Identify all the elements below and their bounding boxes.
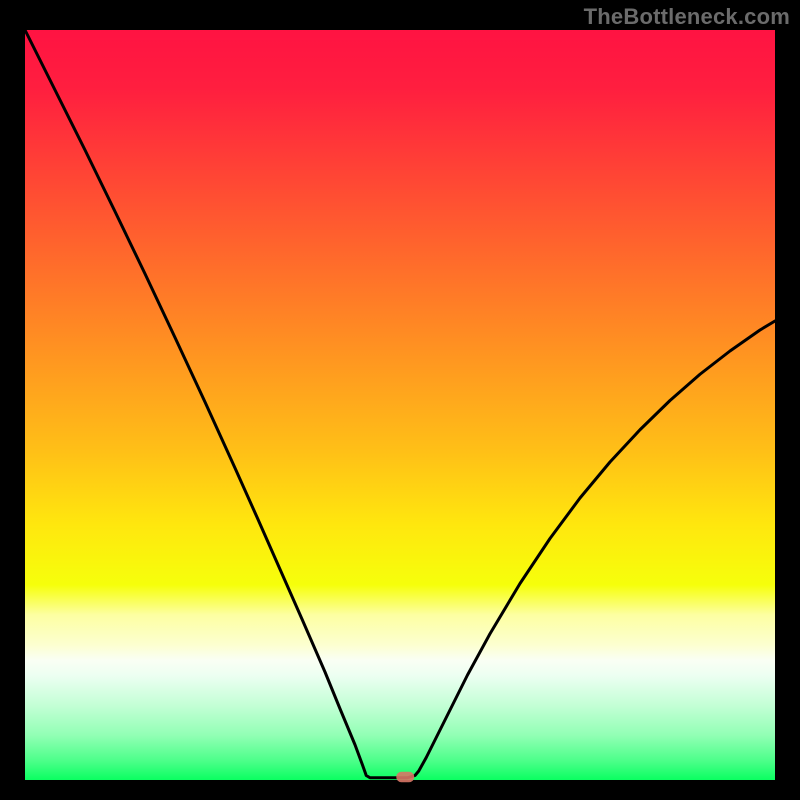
optimum-marker [396, 772, 414, 783]
chart-root: TheBottleneck.com [0, 0, 800, 800]
plot-area [25, 30, 775, 780]
chart-svg [0, 0, 800, 800]
watermark-text: TheBottleneck.com [584, 4, 790, 30]
